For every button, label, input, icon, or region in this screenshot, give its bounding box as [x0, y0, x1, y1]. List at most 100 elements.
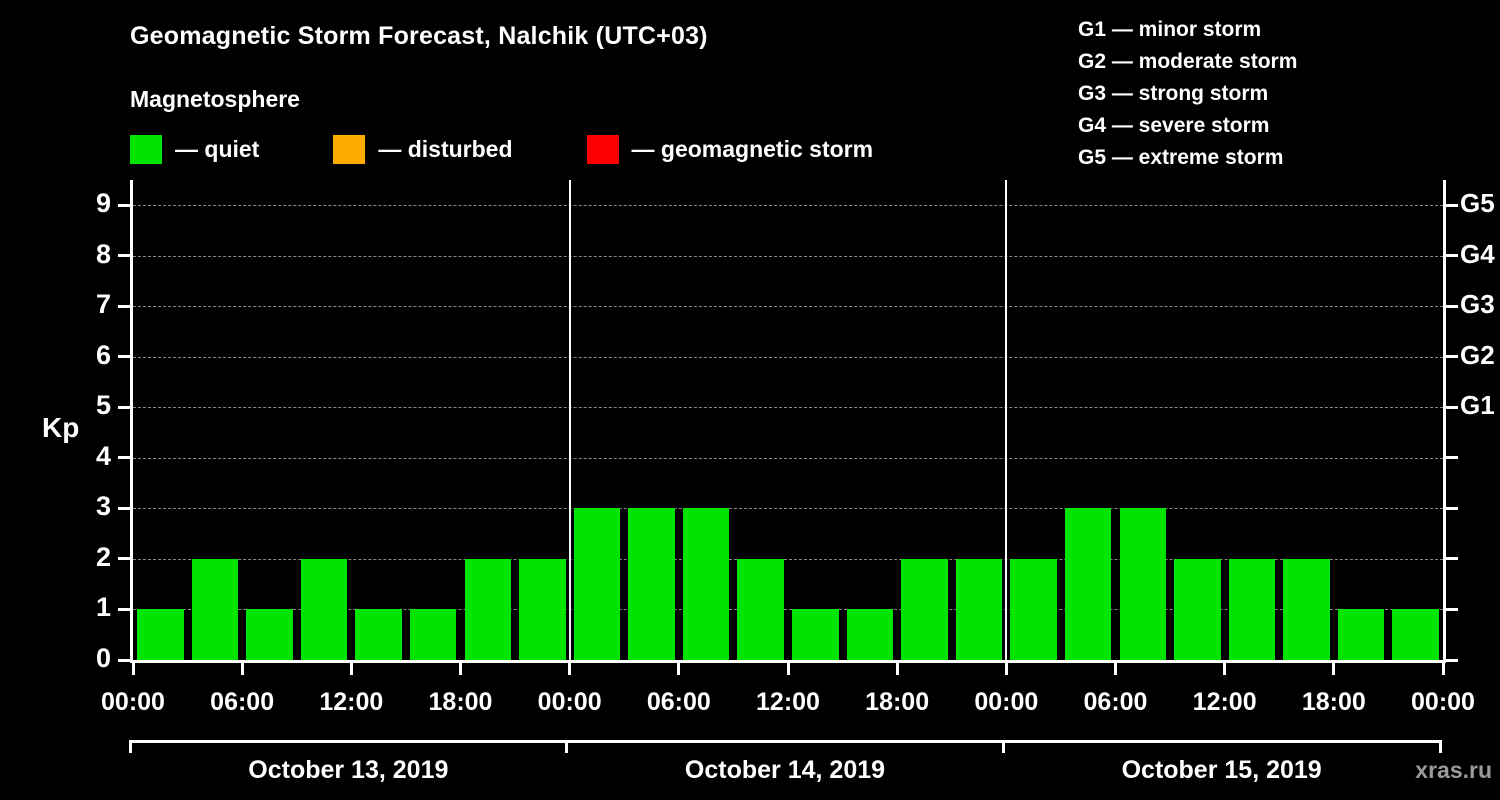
- y-tick: [118, 304, 130, 308]
- x-tick: [786, 663, 790, 675]
- kp-bar: [573, 508, 621, 660]
- y-tick-label: 5: [95, 390, 111, 421]
- gridline-kp-7: [133, 306, 1443, 308]
- y-tick: [118, 658, 130, 662]
- kp-bar: [1337, 609, 1385, 660]
- kp-bar: [955, 558, 1003, 660]
- x-tick-label: 12:00: [1192, 688, 1257, 716]
- chart-title: Geomagnetic Storm Forecast, Nalchik (UTC…: [130, 22, 708, 50]
- right-axis-label-g3: G3: [1460, 289, 1495, 320]
- magnetosphere-label: Magnetosphere: [130, 86, 300, 112]
- y-tick-label: 7: [95, 289, 111, 320]
- gridline-kp-9: [133, 205, 1443, 207]
- watermark: xras.ru: [1415, 757, 1492, 783]
- y-tick-label: 0: [95, 643, 111, 673]
- legend-item-quiet: — quiet: [130, 134, 260, 164]
- x-tick: [1441, 663, 1445, 675]
- x-tick: [1223, 663, 1227, 675]
- y-tick-label: 8: [95, 238, 111, 269]
- y-tick-label: 3: [95, 491, 111, 522]
- x-tick-label: 06:00: [646, 688, 711, 716]
- right-axis-label-g2: G2: [1460, 339, 1495, 370]
- x-tick-label: 00:00: [101, 688, 165, 716]
- x-tick-label: 12:00: [756, 688, 820, 716]
- kp-bar: [1228, 558, 1276, 660]
- kp-bar: [1119, 508, 1167, 660]
- kp-bar: [628, 508, 675, 660]
- date-label: October 13, 2019: [248, 756, 449, 784]
- x-tick-label: 12:00: [319, 688, 384, 716]
- x-tick: [349, 663, 353, 675]
- kp-bar: [191, 558, 239, 660]
- y-tick-label: 6: [95, 339, 111, 370]
- g-legend-item: G2 — moderate storm: [1078, 50, 1298, 73]
- kp-bar: [1283, 558, 1330, 660]
- kp-bar: [355, 609, 402, 660]
- x-tick-label: 00:00: [1411, 688, 1475, 716]
- y-tick: [118, 456, 130, 460]
- date-axis-tick: [565, 740, 569, 753]
- x-tick-label: 18:00: [865, 688, 930, 716]
- x-tick: [1114, 663, 1117, 675]
- right-axis-label-g4: G4: [1460, 238, 1495, 269]
- kp-bar: [901, 558, 948, 660]
- x-tick: [459, 663, 462, 675]
- y-tick-right: [1446, 658, 1458, 662]
- y-tick-right: [1446, 607, 1458, 611]
- y-tick-label: 9: [95, 188, 111, 219]
- y-tick: [118, 506, 130, 510]
- date-axis-tick: [1438, 740, 1442, 753]
- legend-label-storm: — geomagnetic storm: [631, 135, 874, 162]
- right-axis-label-g1: G1: [1460, 390, 1495, 421]
- x-tick: [1004, 663, 1008, 675]
- y-tick-right: [1446, 355, 1458, 359]
- gridline-kp-3: [133, 508, 1443, 510]
- kp-status-legend: — quiet — disturbed — geomagnetic storm: [130, 132, 873, 166]
- y-tick-label: 2: [95, 541, 111, 572]
- kp-bar: [300, 558, 348, 660]
- g-legend-item: G4 — severe storm: [1078, 114, 1270, 137]
- y-tick: [118, 405, 130, 409]
- x-tick-label: 00:00: [974, 688, 1039, 716]
- legend-label-quiet: — quiet: [175, 135, 260, 162]
- kp-bar: [737, 558, 784, 660]
- x-tick-label: 18:00: [1301, 688, 1366, 716]
- x-tick-label: 00:00: [537, 688, 602, 716]
- gridline-kp-1: [133, 609, 1443, 611]
- x-tick: [1332, 663, 1336, 675]
- kp-bar: [519, 558, 566, 660]
- gridline-kp-6: [133, 356, 1443, 358]
- date-axis-tick: [1001, 740, 1005, 753]
- y-tick-label: 4: [95, 440, 111, 471]
- kp-bar: [846, 609, 894, 660]
- y-tick-right: [1446, 456, 1458, 460]
- kp-bar: [682, 508, 730, 660]
- kp-bar: [1392, 609, 1439, 660]
- day-separator: [1005, 180, 1008, 660]
- x-tick: [677, 663, 681, 675]
- gridline-kp-8: [133, 255, 1443, 257]
- y-tick-right: [1446, 557, 1458, 561]
- gridline-kp-4: [133, 457, 1443, 459]
- legend-label-disturbed: — disturbed: [378, 135, 513, 162]
- y-tick-right: [1446, 506, 1458, 510]
- y-tick-right: [1446, 304, 1458, 308]
- gridline-kp-2: [133, 558, 1443, 560]
- legend-swatch-disturbed: [333, 134, 366, 164]
- legend-item-storm: — geomagnetic storm: [586, 134, 874, 164]
- g-legend-item: G1 — minor storm: [1078, 18, 1262, 41]
- right-axis-label-g5: G5: [1460, 188, 1495, 219]
- y-tick: [118, 557, 130, 561]
- y-tick: [118, 254, 130, 258]
- kp-bar: [1010, 558, 1057, 660]
- g-scale-legend: G1 — minor storm G2 — moderate storm G3 — …: [1078, 14, 1297, 174]
- x-tick: [895, 663, 899, 675]
- gridline-kp-5: [133, 407, 1443, 409]
- g-legend-item: G3 — strong storm: [1078, 82, 1269, 105]
- legend-swatch-storm: [586, 134, 619, 164]
- kp-bar: [464, 558, 512, 660]
- x-tick: [131, 663, 135, 675]
- y-tick-right: [1446, 203, 1458, 207]
- day-separator: [568, 180, 571, 660]
- y-tick: [118, 355, 130, 359]
